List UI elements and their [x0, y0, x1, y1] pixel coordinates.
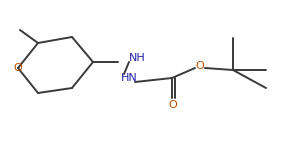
- Text: HN: HN: [121, 73, 138, 83]
- Text: O: O: [168, 100, 178, 110]
- Text: NH: NH: [129, 53, 146, 63]
- Text: O: O: [14, 63, 22, 73]
- Text: O: O: [196, 61, 204, 71]
